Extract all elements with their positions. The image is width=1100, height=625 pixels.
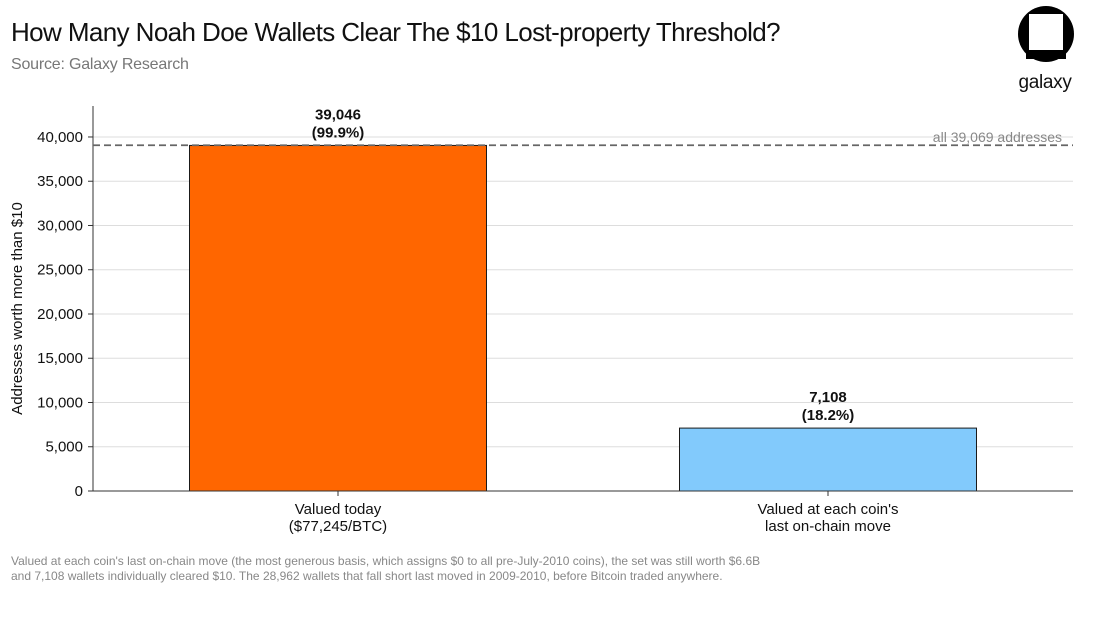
y-tick-label: 25,000 (37, 262, 83, 279)
footnote-line: and 7,108 wallets individually cleared $… (11, 569, 723, 583)
y-tick-label: 10,000 (37, 394, 83, 411)
y-axis-title: Addresses worth more than $10 (9, 202, 26, 415)
x-tick-label: ($77,245/BTC) (289, 518, 387, 535)
y-tick-label: 0 (75, 483, 83, 500)
x-tick-label: last on-chain move (765, 518, 891, 535)
bar-value-label: 7,108 (809, 389, 847, 406)
bar (189, 144, 487, 492)
bars (189, 144, 977, 492)
labels: 0 5,000 10,000 15,000 20,000 25,000 30,000 35,0… (9, 106, 1062, 535)
axes (88, 106, 1073, 496)
y-tick-label: 5,000 (45, 439, 83, 456)
y-tick-label: 20,000 (37, 306, 83, 323)
y-tick-label: 30,000 (37, 217, 83, 234)
bar-value-label: 39,046 (315, 106, 361, 123)
x-tick-label: Valued at each coin's (757, 501, 898, 518)
y-tick-label: 35,000 (37, 173, 83, 190)
chart-title: How Many Noah Doe Wallets Clear The $10 … (11, 17, 781, 47)
reference-line-label: all 39,069 addresses (933, 129, 1062, 145)
brand-name: galaxy (1018, 72, 1072, 93)
footnote-line: Valued at each coin's last on-chain move… (11, 554, 761, 568)
chart-subtitle: Source: Galaxy Research (11, 56, 189, 73)
bar-percent-label: (99.9%) (312, 124, 365, 141)
bar-chart: 0 5,000 10,000 15,000 20,000 25,000 30,000 35,0… (9, 106, 1073, 535)
x-tick-label: Valued today (295, 501, 382, 518)
bar (679, 427, 977, 492)
y-tick-label: 40,000 (37, 129, 83, 146)
brand-logo: galaxy (1010, 6, 1080, 94)
footnote: Valued at each coin's last on-chain move… (11, 554, 911, 584)
galaxy-logo-icon (1018, 6, 1074, 62)
y-tick-label: 15,000 (37, 350, 83, 367)
bar-percent-label: (18.2%) (802, 407, 855, 424)
